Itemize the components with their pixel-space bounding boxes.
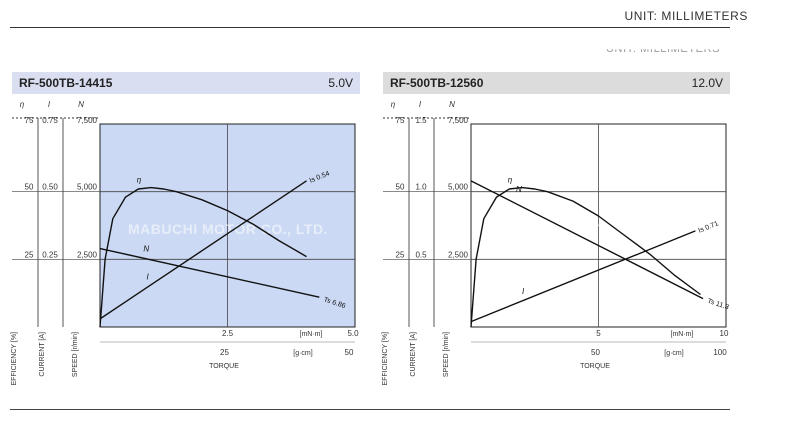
- current-tick-label: 0.75: [42, 116, 58, 125]
- torque-gcm-tick-label: 25: [220, 348, 229, 357]
- efficiency-series-label: η: [508, 176, 513, 185]
- torque-axis-title: TORQUE: [209, 363, 239, 370]
- current-series-line: [470, 230, 696, 323]
- efficiency-column-header: η: [20, 100, 25, 109]
- speed-tick-label: 2,500: [448, 250, 469, 259]
- efficiency-tick-label: 25: [25, 250, 34, 259]
- efficiency-tick-label: 50: [25, 183, 34, 192]
- current-series-line: [99, 180, 307, 320]
- torque-gcm-tick-label: 50: [345, 348, 354, 357]
- current-tick-label: 1.5: [415, 116, 427, 125]
- model-name: RF-500TB-14415: [19, 76, 113, 90]
- current-tick-label: 0.50: [42, 183, 58, 192]
- efficiency-series-curve: [99, 186, 307, 328]
- efficiency-series-label: η: [137, 176, 142, 185]
- efficiency-tick-label: 75: [25, 116, 34, 125]
- torque-gcm-unit: [g·cm]: [293, 350, 313, 357]
- speed-tick-label: 5,000: [77, 183, 98, 192]
- efficiency-tick-label: 75: [396, 116, 405, 125]
- speed-axis-title: SPEED [r/min]: [443, 332, 450, 377]
- efficiency-tick-label: 25: [396, 250, 405, 259]
- speed-column-header: N: [78, 100, 84, 109]
- speed-tick-label: 2,500: [77, 250, 98, 259]
- current-column-header: I: [48, 100, 51, 109]
- current-column-header: I: [419, 100, 422, 109]
- efficiency-series-curve: [470, 186, 701, 328]
- speed-tick-label: 7,500: [77, 116, 98, 125]
- voltage-label: 5.0V: [328, 76, 353, 90]
- watermark: MABUCHI MOTOR CO., LTD.: [128, 221, 328, 237]
- current-series-label: I: [147, 272, 150, 281]
- current-axis-title: CURRENT [A]: [410, 332, 417, 377]
- motor-performance-chart-left: η I N 75 0.75 7,500 50 0.50 5,000 25 0.25 2,500 2.5 5…: [11, 100, 359, 386]
- ghost-unit-label: UNIT: MILLIMETERS: [606, 43, 721, 55]
- unit-label: UNIT: MILLIMETERS: [624, 9, 748, 23]
- top-divider: [10, 27, 730, 28]
- efficiency-axis-title: EFFICIENCY [%]: [11, 332, 18, 386]
- torque-gcm-unit: [g·cm]: [664, 350, 684, 357]
- torque-mNm-tick-label: 2.5: [222, 329, 234, 338]
- efficiency-axis-title: EFFICIENCY [%]: [382, 332, 389, 386]
- torque-mNm-unit: [mN·m]: [671, 331, 694, 338]
- torque-axis-title: TORQUE: [580, 363, 610, 370]
- current-tick-label: 0.25: [42, 250, 58, 259]
- speed-series-line: [470, 180, 704, 300]
- motor-performance-chart-right: η I N 75 1.5 7,500 50 1.0 5,000 25 0.5 2,500 5 10 [mN·…: [382, 100, 730, 386]
- torque-mNm-tick-label: 5.0: [347, 329, 359, 338]
- model-name: RF-500TB-12560: [390, 76, 484, 90]
- speed-tick-label: 5,000: [448, 183, 469, 192]
- current-axis-title: CURRENT [A]: [39, 332, 46, 377]
- torque-mNm-tick-label: 5: [596, 329, 601, 338]
- bottom-divider: [10, 409, 730, 410]
- efficiency-column-header: η: [391, 100, 396, 109]
- voltage-label: 12.0V: [691, 76, 723, 90]
- speed-series-label: N: [143, 244, 149, 253]
- torque-mNm-tick-label: 10: [720, 329, 729, 338]
- current-series-label: I: [522, 287, 525, 296]
- torque-gcm-tick-label: 50: [591, 348, 600, 357]
- panel-header-right: RF-500TB-12560 12.0V: [383, 72, 730, 94]
- efficiency-tick-label: 50: [396, 183, 405, 192]
- speed-series-label: N: [516, 185, 522, 194]
- speed-axis-title: SPEED [r/min]: [72, 332, 79, 377]
- torque-mNm-unit: [mN·m]: [300, 331, 323, 338]
- speed-column-header: N: [449, 100, 455, 109]
- speed-series-line: [99, 247, 320, 298]
- panel-header-left: RF-500TB-14415 5.0V: [12, 72, 360, 94]
- current-tick-label: 1.0: [415, 183, 427, 192]
- watermark: MABUCHI MOTOR CO., LTD.: [499, 221, 699, 237]
- torque-gcm-tick-label: 100: [713, 348, 727, 357]
- speed-tick-label: 7,500: [448, 116, 469, 125]
- current-tick-label: 0.5: [415, 250, 427, 259]
